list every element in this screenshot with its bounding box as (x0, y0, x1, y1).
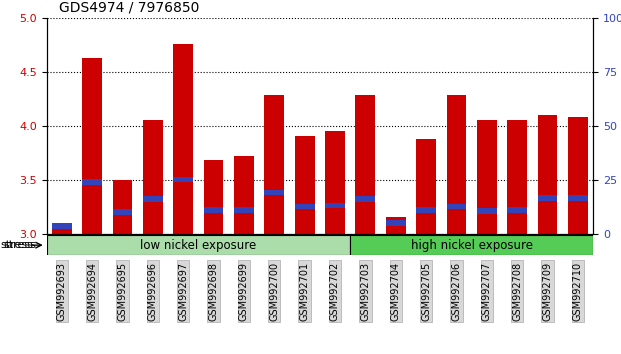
Text: GSM992706: GSM992706 (451, 262, 461, 321)
FancyBboxPatch shape (47, 235, 350, 255)
Bar (386, 217, 406, 234)
Bar (143, 120, 163, 234)
Bar (386, 220, 406, 225)
Text: GSM992694: GSM992694 (87, 262, 97, 321)
Bar (355, 196, 375, 202)
Bar (446, 96, 466, 234)
Text: GSM992699: GSM992699 (239, 262, 249, 321)
Bar (538, 115, 558, 234)
Bar (52, 223, 71, 229)
Bar (204, 207, 224, 213)
FancyBboxPatch shape (350, 235, 593, 255)
Text: GSM992705: GSM992705 (421, 262, 431, 321)
Bar (355, 96, 375, 234)
Bar (112, 179, 132, 234)
Bar (507, 120, 527, 234)
Bar (173, 44, 193, 234)
Text: GSM992696: GSM992696 (148, 262, 158, 321)
Text: GSM992707: GSM992707 (482, 262, 492, 321)
Bar (568, 117, 587, 234)
Bar (295, 204, 314, 209)
Bar (173, 177, 193, 182)
Bar (416, 139, 436, 234)
Bar (446, 204, 466, 209)
Bar (325, 131, 345, 234)
Text: GSM992693: GSM992693 (57, 262, 66, 321)
Bar (416, 207, 436, 213)
Text: GSM992698: GSM992698 (209, 262, 219, 321)
Text: GSM992695: GSM992695 (117, 262, 127, 321)
Bar (82, 58, 102, 234)
Bar (477, 120, 497, 234)
Bar (265, 190, 284, 195)
Bar (538, 195, 558, 201)
Text: GSM992701: GSM992701 (300, 262, 310, 321)
Text: GSM992700: GSM992700 (270, 262, 279, 321)
Text: GSM992708: GSM992708 (512, 262, 522, 321)
Text: stress: stress (0, 240, 33, 250)
Bar (265, 96, 284, 234)
Text: GDS4974 / 7976850: GDS4974 / 7976850 (59, 0, 199, 14)
Bar (325, 203, 345, 208)
Bar (568, 195, 587, 201)
Text: low nickel exposure: low nickel exposure (140, 239, 256, 252)
Bar (234, 156, 254, 234)
Text: GSM992709: GSM992709 (543, 262, 553, 321)
Bar (52, 226, 71, 234)
Text: GSM992710: GSM992710 (573, 262, 583, 321)
Bar (295, 136, 314, 234)
Bar (143, 196, 163, 202)
Bar (112, 209, 132, 215)
Text: stress: stress (3, 240, 36, 250)
Text: GSM992704: GSM992704 (391, 262, 401, 321)
Text: GSM992697: GSM992697 (178, 262, 188, 321)
Text: high nickel exposure: high nickel exposure (410, 239, 533, 252)
Text: GSM992703: GSM992703 (360, 262, 370, 321)
Bar (477, 208, 497, 214)
Bar (234, 207, 254, 213)
Bar (204, 160, 224, 234)
Bar (507, 207, 527, 213)
Text: GSM992702: GSM992702 (330, 262, 340, 321)
Bar (82, 179, 102, 184)
